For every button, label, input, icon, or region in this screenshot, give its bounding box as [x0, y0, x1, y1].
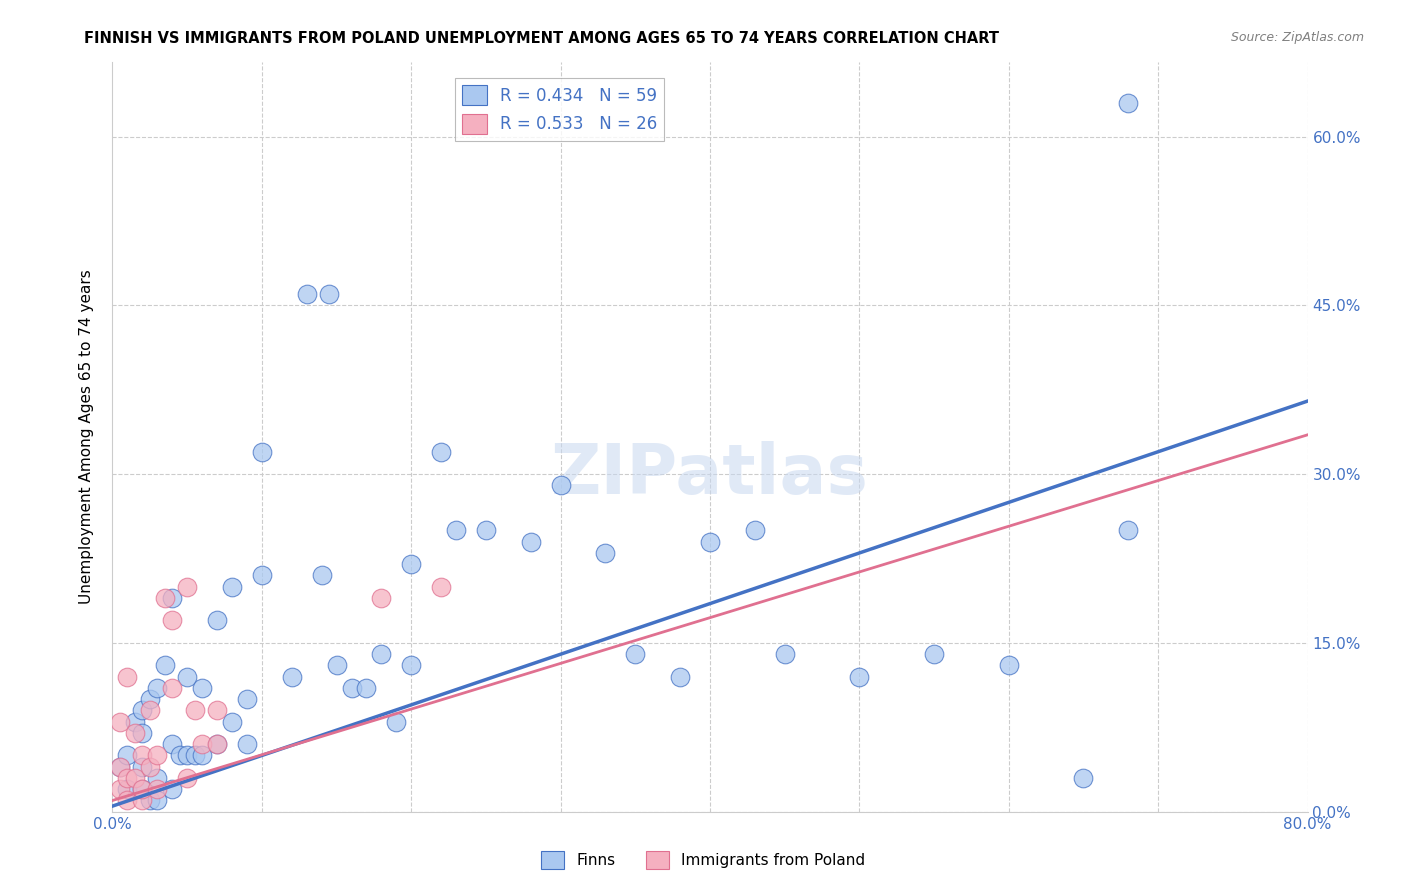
Point — [624, 647, 647, 661]
Point — [108, 782, 131, 797]
Point — [176, 670, 198, 684]
Point — [183, 748, 205, 763]
Point — [318, 287, 340, 301]
Point — [162, 681, 183, 695]
Y-axis label: Unemployment Among Ages 65 to 74 years: Unemployment Among Ages 65 to 74 years — [79, 269, 94, 605]
Point — [401, 658, 423, 673]
Point — [139, 692, 162, 706]
Point — [669, 670, 692, 684]
Point — [1118, 95, 1140, 110]
Point — [146, 748, 169, 763]
Point — [325, 658, 347, 673]
Legend: Finns, Immigrants from Poland: Finns, Immigrants from Poland — [534, 845, 872, 875]
Point — [191, 748, 214, 763]
Point — [311, 568, 333, 582]
Point — [162, 591, 183, 605]
Point — [205, 737, 228, 751]
Point — [221, 714, 243, 729]
Point — [773, 647, 796, 661]
Point — [117, 771, 139, 785]
Point — [444, 524, 467, 538]
Point — [236, 737, 259, 751]
Point — [162, 782, 183, 797]
Point — [153, 658, 176, 673]
Point — [124, 726, 146, 740]
Point — [162, 737, 183, 751]
Point — [370, 647, 392, 661]
Point — [117, 670, 139, 684]
Point — [236, 692, 259, 706]
Text: FINNISH VS IMMIGRANTS FROM POLAND UNEMPLOYMENT AMONG AGES 65 TO 74 YEARS CORRELA: FINNISH VS IMMIGRANTS FROM POLAND UNEMPL… — [84, 31, 1000, 46]
Point — [131, 782, 153, 797]
Point — [595, 546, 617, 560]
Point — [191, 737, 214, 751]
Point — [744, 524, 766, 538]
Point — [124, 771, 146, 785]
Point — [153, 591, 176, 605]
Point — [124, 714, 146, 729]
Point — [131, 748, 153, 763]
Point — [205, 737, 228, 751]
Point — [108, 714, 131, 729]
Point — [848, 670, 870, 684]
Point — [183, 703, 205, 717]
Point — [356, 681, 378, 695]
Point — [117, 793, 139, 807]
Point — [169, 748, 191, 763]
Point — [401, 558, 423, 572]
Point — [131, 703, 153, 717]
Point — [176, 748, 198, 763]
Point — [699, 534, 721, 549]
Point — [998, 658, 1021, 673]
Point — [1073, 771, 1095, 785]
Point — [146, 681, 169, 695]
Point — [108, 760, 131, 774]
Point — [295, 287, 318, 301]
Point — [139, 703, 162, 717]
Point — [117, 748, 139, 763]
Point — [1118, 524, 1140, 538]
Point — [221, 580, 243, 594]
Point — [191, 681, 214, 695]
Point — [162, 614, 183, 628]
Point — [146, 771, 169, 785]
Point — [370, 591, 392, 605]
Point — [430, 444, 453, 458]
Point — [520, 534, 543, 549]
Point — [139, 793, 162, 807]
Point — [176, 580, 198, 594]
Point — [131, 760, 153, 774]
Point — [922, 647, 945, 661]
Point — [131, 782, 153, 797]
Point — [131, 793, 153, 807]
Point — [146, 782, 169, 797]
Point — [281, 670, 304, 684]
Legend: R = 0.434   N = 59, R = 0.533   N = 26: R = 0.434 N = 59, R = 0.533 N = 26 — [456, 78, 665, 141]
Point — [131, 726, 153, 740]
Point — [550, 478, 572, 492]
Point — [340, 681, 363, 695]
Point — [117, 782, 139, 797]
Point — [205, 703, 228, 717]
Text: ZIPatlas: ZIPatlas — [551, 441, 869, 508]
Point — [108, 760, 131, 774]
Point — [250, 568, 273, 582]
Text: Source: ZipAtlas.com: Source: ZipAtlas.com — [1230, 31, 1364, 45]
Point — [250, 444, 273, 458]
Point — [475, 524, 498, 538]
Point — [139, 760, 162, 774]
Point — [205, 614, 228, 628]
Point — [385, 714, 408, 729]
Point — [146, 793, 169, 807]
Point — [430, 580, 453, 594]
Point — [176, 771, 198, 785]
